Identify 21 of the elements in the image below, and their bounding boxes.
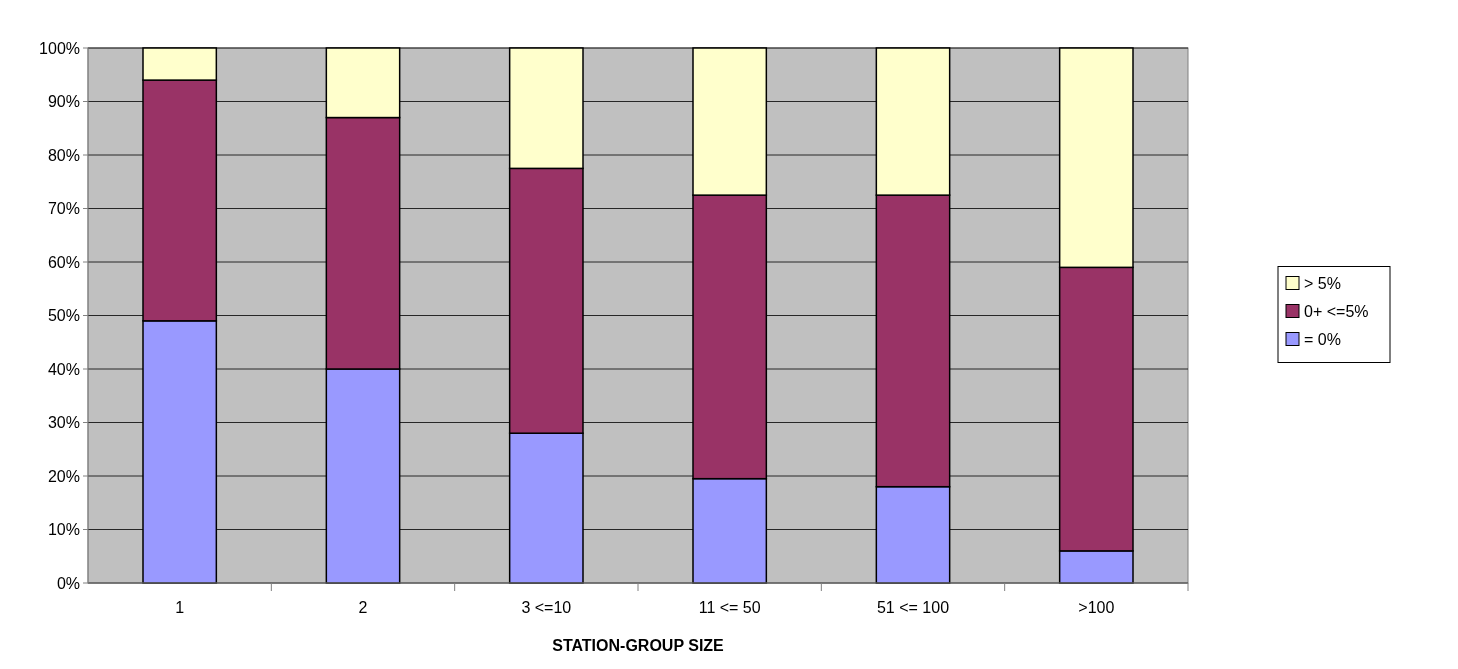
y-tick-label: 70% (47, 200, 80, 218)
x-tick-label: 51 <= 100 (876, 599, 950, 616)
legend-label: > 5% (1304, 275, 1341, 293)
y-tick-label: 20% (47, 467, 80, 485)
y-tick-label: 50% (47, 307, 80, 325)
x-tick-label: >100 (1078, 599, 1115, 616)
x-axis-title: STATION-GROUP SIZE (552, 637, 725, 654)
legend-label: = 0% (1304, 331, 1341, 349)
y-tick-label: 40% (47, 360, 80, 378)
y-tick-label: 0% (56, 574, 80, 592)
legend-label: 0+ <=5% (1304, 303, 1369, 321)
x-tick-label: 1 (175, 599, 185, 616)
y-tick-label: 100% (39, 39, 80, 57)
y-tick-label: 30% (47, 414, 80, 432)
y-tick-label: 60% (47, 253, 80, 271)
y-tick-label: 90% (47, 93, 80, 111)
y-tick-label: 10% (47, 521, 80, 539)
x-tick-label: 3 <=10 (521, 599, 572, 616)
x-tick-label: 11 <= 50 (698, 599, 761, 616)
y-tick-label: 80% (47, 146, 80, 164)
x-tick-label: 2 (358, 599, 368, 616)
